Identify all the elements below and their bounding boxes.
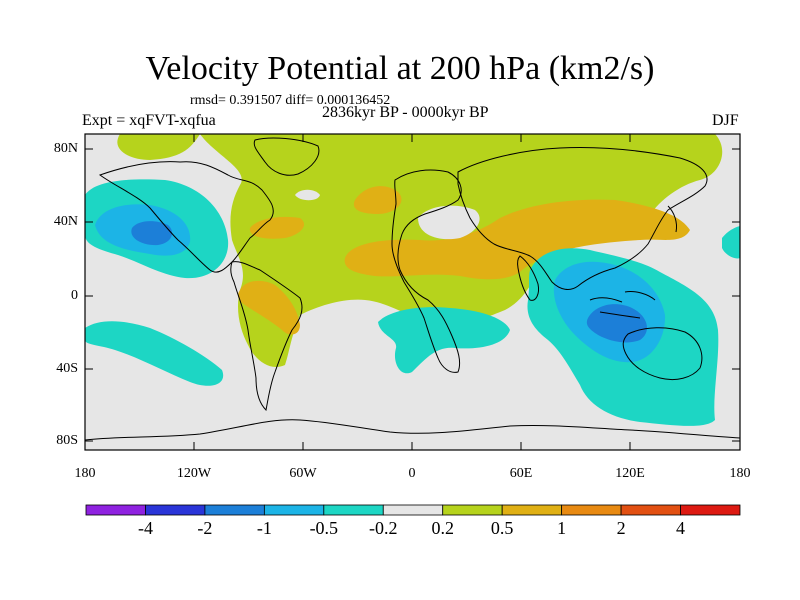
colorbar-label: 4: [676, 518, 686, 538]
contour-positive-europe: [353, 186, 402, 214]
colorbar-swatch: [680, 504, 741, 516]
coastline-south-america: [230, 261, 303, 412]
contour-neutral-mediterranean: [418, 205, 480, 240]
colorbar: [85, 504, 741, 516]
colorbar-swatch: [204, 504, 265, 516]
lat-label-40s: 40S: [56, 361, 78, 376]
contour-negative-south-atlantic: [378, 307, 510, 374]
colorbar-label: -4: [137, 518, 153, 538]
coastlines: [85, 137, 740, 441]
coastline-indonesia: [589, 291, 656, 319]
contour-negative-maritime-core: [586, 304, 647, 343]
lon-label-60w: 60W: [289, 466, 317, 481]
colorbar-swatch: [620, 504, 681, 516]
coastline-japan: [667, 205, 677, 233]
coastline-greenland: [253, 137, 320, 176]
colorbar-swatch: [442, 504, 503, 516]
lat-label-40n: 40N: [53, 214, 78, 229]
coastline-india: [517, 255, 539, 301]
lon-label-180e: 180: [729, 466, 751, 481]
stats-line: rmsd= 0.391507 diff= 0.000136452: [190, 93, 391, 108]
period-label: 2836kyr BP - 0000kyr BP: [322, 104, 489, 121]
contour-negative-north-pacific-core: [131, 221, 173, 246]
colorbar-label: 2: [616, 518, 626, 538]
coastline-europe-africa: [391, 169, 462, 373]
lat-label-0: 0: [71, 288, 78, 303]
colorbar-label: -2: [197, 518, 213, 538]
colorbar-label: -0.5: [309, 518, 339, 538]
colorbar-label: 1: [557, 518, 567, 538]
contour-negative-south-pacific-east: [85, 321, 224, 386]
colorbar-label: -1: [256, 518, 272, 538]
coastline-asia: [457, 146, 708, 290]
coastline-australia: [622, 327, 703, 381]
contour-positive-greenland: [117, 134, 200, 160]
colorbar-swatch: [323, 504, 384, 516]
axis-ticks: [85, 134, 740, 450]
lon-label-120w: 120W: [176, 466, 212, 481]
lon-label-60e: 60E: [509, 466, 533, 481]
colorbar-swatch: [382, 504, 444, 516]
contour-positive-atlantic: [249, 216, 305, 239]
colorbar-swatch: [501, 504, 563, 516]
plot-title: Velocity Potential at 200 hPa (km2/s): [145, 50, 655, 87]
coastline-antarctica: [85, 419, 740, 441]
lat-label-80n: 80N: [53, 141, 78, 156]
lon-label-120e: 120E: [615, 466, 645, 481]
contour-negative-east-edge: [722, 226, 740, 259]
colorbar-swatch: [85, 504, 146, 516]
colorbar-label: 0.2: [431, 518, 454, 538]
season-label: DJF: [712, 112, 739, 129]
lon-label-180w: 180: [74, 466, 96, 481]
lon-label-0: 0: [408, 466, 416, 481]
colorbar-label: -0.2: [369, 518, 398, 538]
contour-positive-south-america: [237, 280, 300, 335]
experiment-label: Expt = xqFVT-xqfua: [82, 112, 216, 129]
colorbar-label: 0.5: [490, 518, 514, 538]
contour-neutral-siberia: [295, 189, 320, 201]
colorbar-swatch: [561, 504, 622, 516]
lat-label-80s: 80S: [56, 433, 78, 448]
colorbar-swatch: [263, 504, 325, 516]
colorbar-swatch: [145, 504, 206, 516]
contour-positive-asia: [344, 199, 690, 280]
coastline-north-america: [98, 161, 274, 273]
